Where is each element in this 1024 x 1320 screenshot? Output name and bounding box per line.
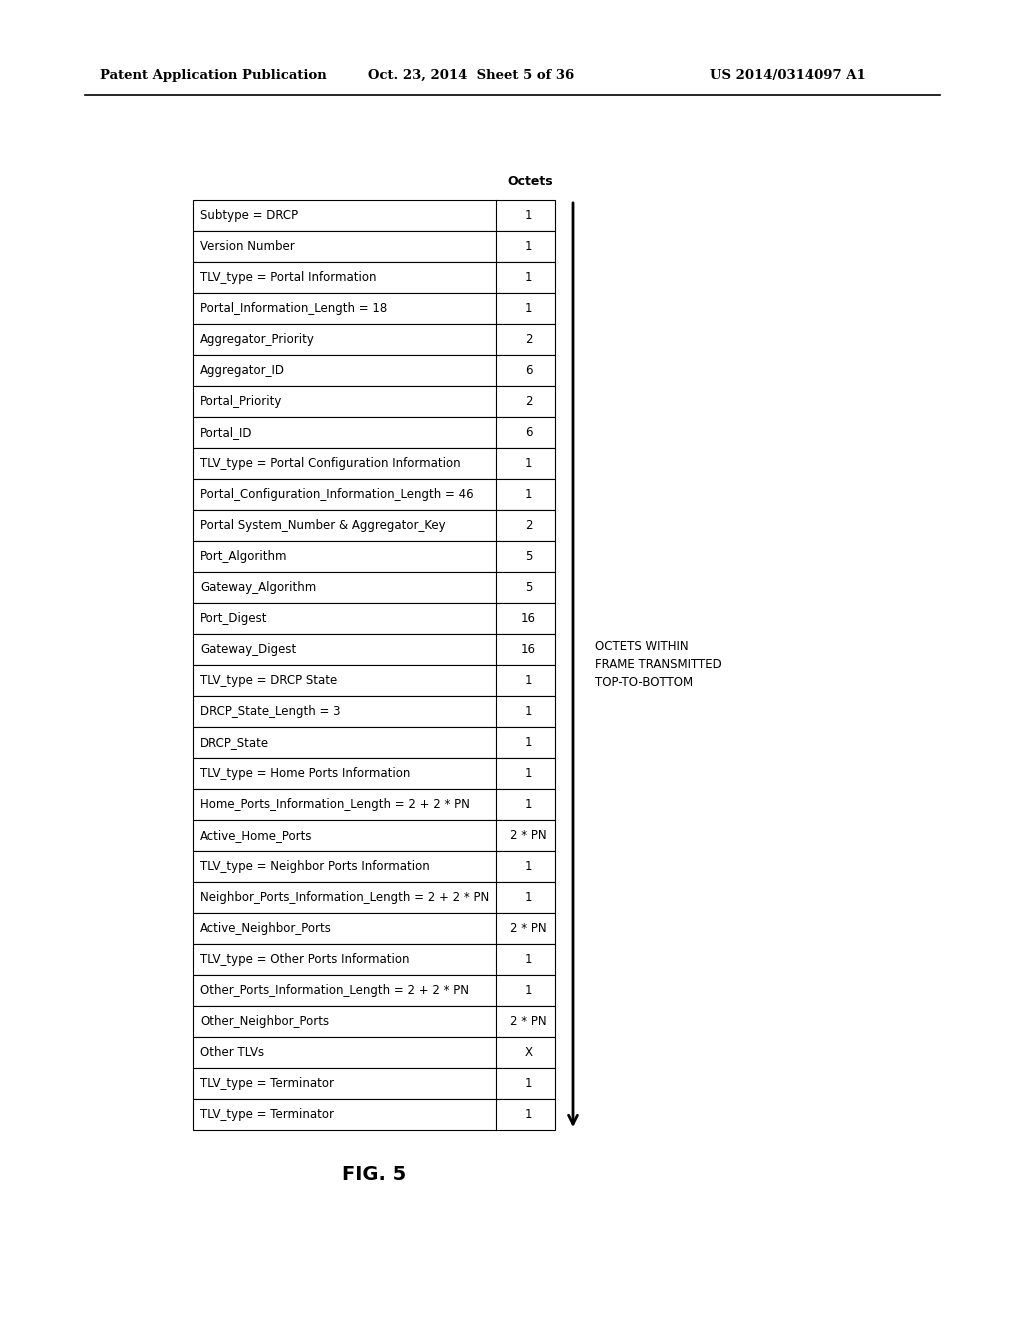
Bar bbox=[193, 913, 555, 944]
Text: TLV_type = DRCP State: TLV_type = DRCP State bbox=[200, 675, 337, 686]
Text: Portal_Information_Length = 18: Portal_Information_Length = 18 bbox=[200, 302, 387, 315]
Text: Port_Digest: Port_Digest bbox=[200, 612, 267, 624]
Text: 1: 1 bbox=[524, 983, 532, 997]
Bar bbox=[193, 1068, 555, 1100]
Text: FIG. 5: FIG. 5 bbox=[342, 1166, 407, 1184]
Text: FRAME TRANSMITTED: FRAME TRANSMITTED bbox=[595, 659, 722, 672]
Text: 1: 1 bbox=[524, 1107, 532, 1121]
Text: US 2014/0314097 A1: US 2014/0314097 A1 bbox=[710, 69, 865, 82]
Bar bbox=[193, 355, 555, 385]
Text: 1: 1 bbox=[524, 953, 532, 966]
Text: 1: 1 bbox=[524, 705, 532, 718]
Text: Neighbor_Ports_Information_Length = 2 + 2 * PN: Neighbor_Ports_Information_Length = 2 + … bbox=[200, 891, 489, 904]
Text: Port_Algorithm: Port_Algorithm bbox=[200, 550, 288, 564]
Bar bbox=[193, 447, 555, 479]
Text: Octets: Octets bbox=[508, 176, 553, 187]
Text: DRCP_State: DRCP_State bbox=[200, 737, 269, 748]
Text: Other_Ports_Information_Length = 2 + 2 * PN: Other_Ports_Information_Length = 2 + 2 *… bbox=[200, 983, 469, 997]
Text: Subtype = DRCP: Subtype = DRCP bbox=[200, 209, 298, 222]
Bar bbox=[193, 479, 555, 510]
Text: TOP-TO-BOTTOM: TOP-TO-BOTTOM bbox=[595, 676, 693, 689]
Text: Other TLVs: Other TLVs bbox=[200, 1045, 264, 1059]
Bar bbox=[193, 231, 555, 261]
Text: 2 * PN: 2 * PN bbox=[510, 829, 547, 842]
Bar bbox=[193, 820, 555, 851]
Text: TLV_type = Other Ports Information: TLV_type = Other Ports Information bbox=[200, 953, 410, 966]
Bar bbox=[193, 851, 555, 882]
Text: 1: 1 bbox=[524, 457, 532, 470]
Bar bbox=[193, 1038, 555, 1068]
Text: 1: 1 bbox=[524, 240, 532, 253]
Bar bbox=[193, 293, 555, 323]
Bar bbox=[193, 758, 555, 789]
Bar bbox=[193, 541, 555, 572]
Text: 1: 1 bbox=[524, 302, 532, 315]
Bar bbox=[193, 201, 555, 231]
Bar bbox=[193, 789, 555, 820]
Text: Portal System_Number & Aggregator_Key: Portal System_Number & Aggregator_Key bbox=[200, 519, 445, 532]
Bar bbox=[193, 572, 555, 603]
Text: 1: 1 bbox=[524, 209, 532, 222]
Text: Portal_Priority: Portal_Priority bbox=[200, 395, 283, 408]
Text: Other_Neighbor_Ports: Other_Neighbor_Ports bbox=[200, 1015, 329, 1028]
Text: 1: 1 bbox=[524, 737, 532, 748]
Bar bbox=[193, 1006, 555, 1038]
Text: Portal_ID: Portal_ID bbox=[200, 426, 253, 440]
Text: 1: 1 bbox=[524, 891, 532, 904]
Text: Aggregator_Priority: Aggregator_Priority bbox=[200, 333, 314, 346]
Text: Gateway_Algorithm: Gateway_Algorithm bbox=[200, 581, 316, 594]
Text: 1: 1 bbox=[524, 1077, 532, 1090]
Text: 2: 2 bbox=[524, 333, 532, 346]
Text: 1: 1 bbox=[524, 861, 532, 873]
Text: Portal_Configuration_Information_Length = 46: Portal_Configuration_Information_Length … bbox=[200, 488, 474, 502]
Text: 16: 16 bbox=[521, 643, 536, 656]
Bar bbox=[193, 634, 555, 665]
Bar bbox=[193, 727, 555, 758]
Text: 5: 5 bbox=[525, 550, 532, 564]
Bar bbox=[193, 603, 555, 634]
Text: 1: 1 bbox=[524, 271, 532, 284]
Text: TLV_type = Portal Configuration Information: TLV_type = Portal Configuration Informat… bbox=[200, 457, 461, 470]
Text: Active_Home_Ports: Active_Home_Ports bbox=[200, 829, 312, 842]
Bar bbox=[193, 323, 555, 355]
Text: OCTETS WITHIN: OCTETS WITHIN bbox=[595, 640, 688, 653]
Text: 6: 6 bbox=[524, 426, 532, 440]
Text: 6: 6 bbox=[524, 364, 532, 378]
Text: 1: 1 bbox=[524, 799, 532, 810]
Text: 1: 1 bbox=[524, 767, 532, 780]
Text: TLV_type = Terminator: TLV_type = Terminator bbox=[200, 1107, 334, 1121]
Text: Aggregator_ID: Aggregator_ID bbox=[200, 364, 285, 378]
Bar bbox=[193, 882, 555, 913]
Bar bbox=[193, 696, 555, 727]
Text: TLV_type = Home Ports Information: TLV_type = Home Ports Information bbox=[200, 767, 411, 780]
Text: 16: 16 bbox=[521, 612, 536, 624]
Text: 2: 2 bbox=[524, 395, 532, 408]
Text: Active_Neighbor_Ports: Active_Neighbor_Ports bbox=[200, 921, 332, 935]
Text: 1: 1 bbox=[524, 488, 532, 502]
Bar bbox=[193, 975, 555, 1006]
Bar bbox=[193, 417, 555, 447]
Text: Patent Application Publication: Patent Application Publication bbox=[100, 69, 327, 82]
Text: TLV_type = Portal Information: TLV_type = Portal Information bbox=[200, 271, 377, 284]
Text: 2 * PN: 2 * PN bbox=[510, 1015, 547, 1028]
Text: 2 * PN: 2 * PN bbox=[510, 921, 547, 935]
Bar bbox=[193, 665, 555, 696]
Bar bbox=[193, 385, 555, 417]
Bar bbox=[193, 944, 555, 975]
Text: DRCP_State_Length = 3: DRCP_State_Length = 3 bbox=[200, 705, 341, 718]
Text: Oct. 23, 2014  Sheet 5 of 36: Oct. 23, 2014 Sheet 5 of 36 bbox=[368, 69, 574, 82]
Text: X: X bbox=[524, 1045, 532, 1059]
Text: TLV_type = Terminator: TLV_type = Terminator bbox=[200, 1077, 334, 1090]
Bar bbox=[193, 261, 555, 293]
Text: Home_Ports_Information_Length = 2 + 2 * PN: Home_Ports_Information_Length = 2 + 2 * … bbox=[200, 799, 470, 810]
Text: 2: 2 bbox=[524, 519, 532, 532]
Text: 5: 5 bbox=[525, 581, 532, 594]
Text: Gateway_Digest: Gateway_Digest bbox=[200, 643, 296, 656]
Text: TLV_type = Neighbor Ports Information: TLV_type = Neighbor Ports Information bbox=[200, 861, 430, 873]
Text: 1: 1 bbox=[524, 675, 532, 686]
Bar bbox=[193, 1100, 555, 1130]
Text: Version Number: Version Number bbox=[200, 240, 295, 253]
Bar bbox=[193, 510, 555, 541]
